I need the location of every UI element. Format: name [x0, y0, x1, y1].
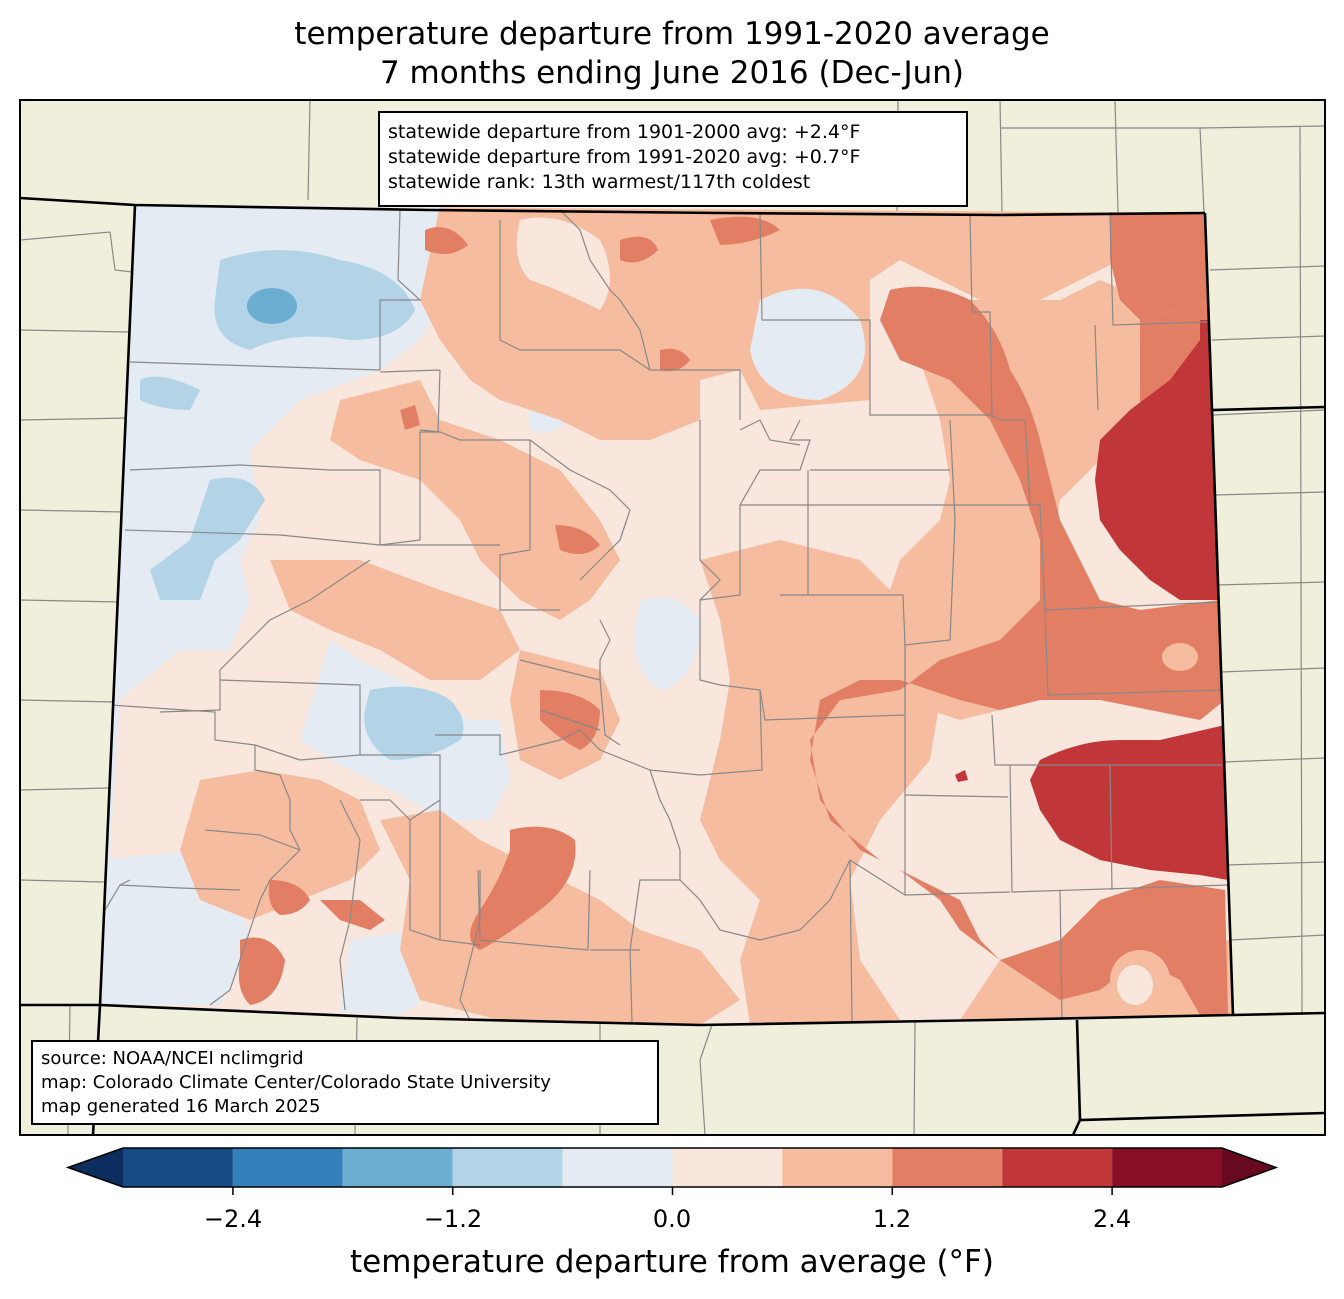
- colorbar-over-arrow: [1222, 1148, 1276, 1187]
- source-line-3: map generated 16 March 2025: [41, 1096, 321, 1117]
- colorbar-bin: [1002, 1148, 1113, 1187]
- colorbar: [65, 1147, 1279, 1195]
- colorbar-tick-label: −2.4: [203, 1205, 263, 1233]
- stats-line-3: statewide rank: 13th warmest/117th colde…: [388, 171, 811, 193]
- colorbar-bin: [892, 1148, 1003, 1187]
- colorbar-under-arrow: [68, 1148, 123, 1187]
- colorbar-bin: [672, 1148, 783, 1187]
- colorbar-bin: [782, 1148, 893, 1187]
- neighbor-county-lines: [20, 100, 1325, 1135]
- colorbar-bin: [1112, 1148, 1222, 1187]
- colorbar-outline: [65, 1147, 1279, 1188]
- stats-line-1: statewide departure from 1901-2000 avg: …: [388, 121, 861, 143]
- colorbar-bin: [342, 1148, 453, 1187]
- colorbar-label: temperature departure from average (°F): [350, 1244, 994, 1280]
- map-title-line2: 7 months ending June 2016 (Dec-Jun): [379, 55, 965, 91]
- colorbar-bin: [123, 1148, 233, 1187]
- temperature-fill: [100, 205, 1233, 1025]
- colorbar-bin: [232, 1148, 343, 1187]
- source-line-1: source: NOAA/NCEI nclimgrid: [41, 1048, 304, 1069]
- colorbar-tick-label: 0.0: [652, 1205, 692, 1233]
- map-frame: [19, 99, 1326, 1136]
- colorbar-bin: [562, 1148, 673, 1187]
- colorbar-tick-label: −1.2: [423, 1205, 483, 1233]
- county-lines: [104, 209, 1229, 1023]
- colorbar-tick-label: 2.4: [1092, 1205, 1132, 1233]
- map-title-line1: temperature departure from 1991-2020 ave…: [294, 16, 1050, 52]
- statewide-stats-box: statewide departure from 1901-2000 avg: …: [378, 111, 968, 207]
- stats-line-2: statewide departure from 1991-2020 avg: …: [388, 146, 861, 168]
- source-line-2: map: Colorado Climate Center/Colorado St…: [41, 1072, 551, 1093]
- source-box: source: NOAA/NCEI nclimgrid map: Colorad…: [31, 1040, 659, 1125]
- colorbar-tick-label: 1.2: [872, 1205, 912, 1233]
- colorbar-bin: [452, 1148, 563, 1187]
